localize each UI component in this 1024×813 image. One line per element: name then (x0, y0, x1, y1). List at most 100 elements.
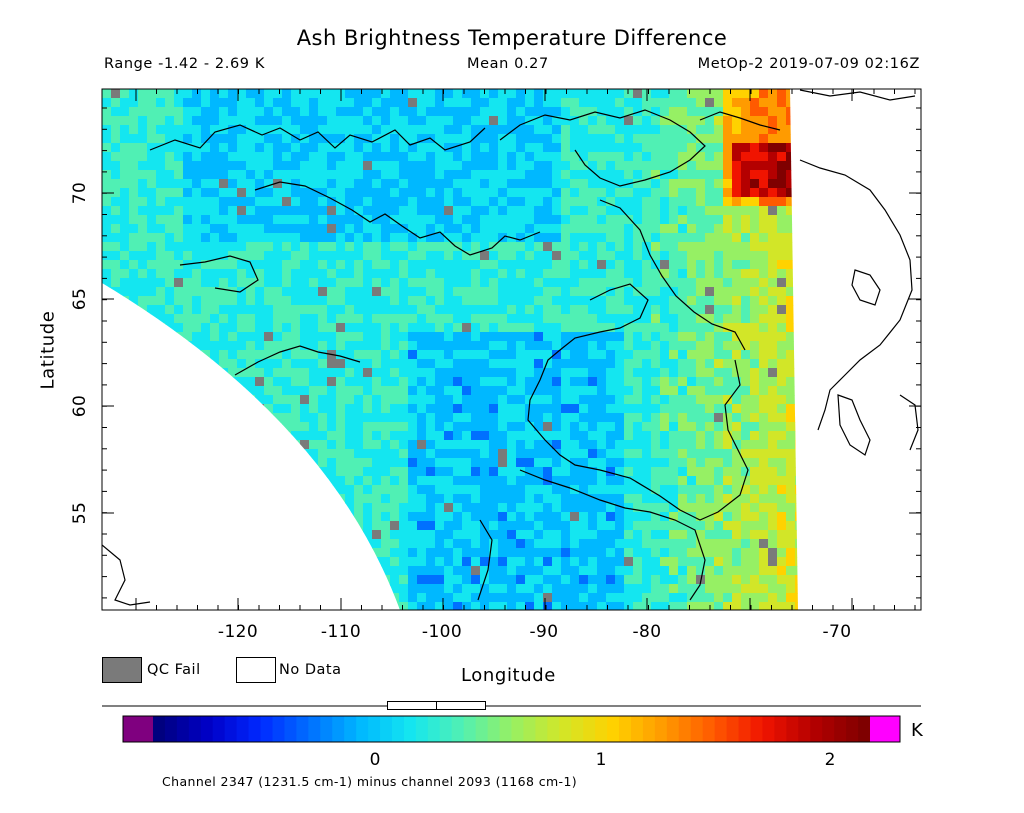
swath-pixel (642, 368, 652, 378)
swath-pixel (777, 134, 787, 144)
swath-pixel (480, 503, 490, 513)
swath-pixel (489, 575, 499, 585)
swath-pixel (381, 161, 391, 171)
swath-pixel (273, 458, 283, 468)
swath-pixel (129, 170, 139, 180)
swath-pixel (606, 152, 616, 162)
swath-pixel (750, 323, 760, 333)
swath-pixel (363, 296, 373, 306)
swath-pixel (570, 521, 580, 531)
swath-pixel (534, 206, 544, 216)
swath-pixel (624, 233, 634, 243)
swath-pixel (480, 413, 490, 423)
swath-pixel (678, 170, 688, 180)
swath-pixel (327, 404, 337, 414)
swath-pixel (318, 350, 328, 360)
swath-pixel (660, 458, 670, 468)
swath-pixel (471, 503, 481, 513)
swath-pixel (570, 314, 580, 324)
swath-pixel (417, 170, 427, 180)
swath-pixel (480, 386, 490, 396)
swath-pixel (462, 224, 472, 234)
swath-pixel (453, 233, 463, 243)
swath-pixel (597, 404, 607, 414)
swath-pixel (669, 152, 679, 162)
swath-pixel (615, 161, 625, 171)
swath-pixel (759, 458, 769, 468)
swath-pixel (102, 413, 112, 423)
swath-pixel (336, 548, 346, 558)
swath-pixel (471, 386, 481, 396)
swath-pixel (201, 404, 211, 414)
mean-range-slider-left[interactable] (387, 701, 437, 710)
swath-pixel (300, 575, 310, 585)
swath-pixel (354, 143, 364, 153)
swath-pixel (453, 422, 463, 432)
swath-pixel (570, 107, 580, 117)
swath-pixel (417, 251, 427, 261)
swath-pixel (201, 548, 211, 558)
colorbar-segment (153, 716, 166, 742)
swath-pixel (102, 98, 112, 108)
colorbar-segment (571, 716, 584, 742)
swath-pixel (120, 422, 130, 432)
swath-pixel (741, 305, 751, 315)
swath-pixel (318, 449, 328, 459)
swath-pixel (183, 503, 193, 513)
swath-pixel (705, 332, 715, 342)
swath-pixel (516, 179, 526, 189)
swath-pixel (111, 125, 121, 135)
swath-pixel (138, 575, 148, 585)
swath-pixel (579, 431, 589, 441)
swath-pixel (282, 350, 292, 360)
swath-pixel (390, 575, 400, 585)
swath-pixel (363, 548, 373, 558)
swath-pixel (498, 197, 508, 207)
swath-pixel (264, 278, 274, 288)
swath-pixel (264, 179, 274, 189)
swath-pixel (327, 377, 337, 387)
swath-pixel (435, 503, 445, 513)
swath-pixel (624, 512, 634, 522)
swath-pixel (381, 449, 391, 459)
mean-range-slider-right[interactable] (436, 701, 486, 710)
swath-pixel (534, 503, 544, 513)
swath-pixel (120, 368, 130, 378)
swath-pixel (228, 251, 238, 261)
swath-pixel (102, 152, 112, 162)
swath-pixel (354, 89, 364, 99)
swath-pixel (255, 422, 265, 432)
swath-pixel (219, 584, 229, 594)
swath-pixel (147, 260, 157, 270)
swath-pixel (741, 98, 751, 108)
swath-pixel (246, 575, 256, 585)
swath-pixel (534, 341, 544, 351)
colorbar-segment (822, 716, 835, 742)
swath-pixel (660, 134, 670, 144)
swath-pixel (165, 152, 175, 162)
swath-pixel (183, 422, 193, 432)
swath-pixel (723, 215, 733, 225)
swath-pixel (426, 575, 436, 585)
swath-pixel (687, 395, 697, 405)
swath-pixel (768, 89, 778, 99)
swath-pixel (651, 377, 661, 387)
swath-pixel (786, 593, 796, 603)
swath-pixel (795, 413, 798, 423)
swath-pixel (372, 116, 382, 126)
swath-pixel (399, 368, 409, 378)
swath-pixel (174, 143, 184, 153)
swath-pixel (183, 215, 193, 225)
swath-pixel (759, 260, 769, 270)
swath-pixel (759, 323, 769, 333)
swath-pixel (651, 485, 661, 495)
swath-pixel (399, 521, 409, 531)
swath-pixel (102, 440, 112, 450)
swath-pixel (381, 152, 391, 162)
swath-pixel (354, 161, 364, 171)
swath-pixel (561, 431, 571, 441)
swath-pixel (183, 116, 193, 126)
swath-pixel (615, 377, 625, 387)
swath-pixel (687, 557, 697, 567)
swath-pixel (759, 575, 769, 585)
